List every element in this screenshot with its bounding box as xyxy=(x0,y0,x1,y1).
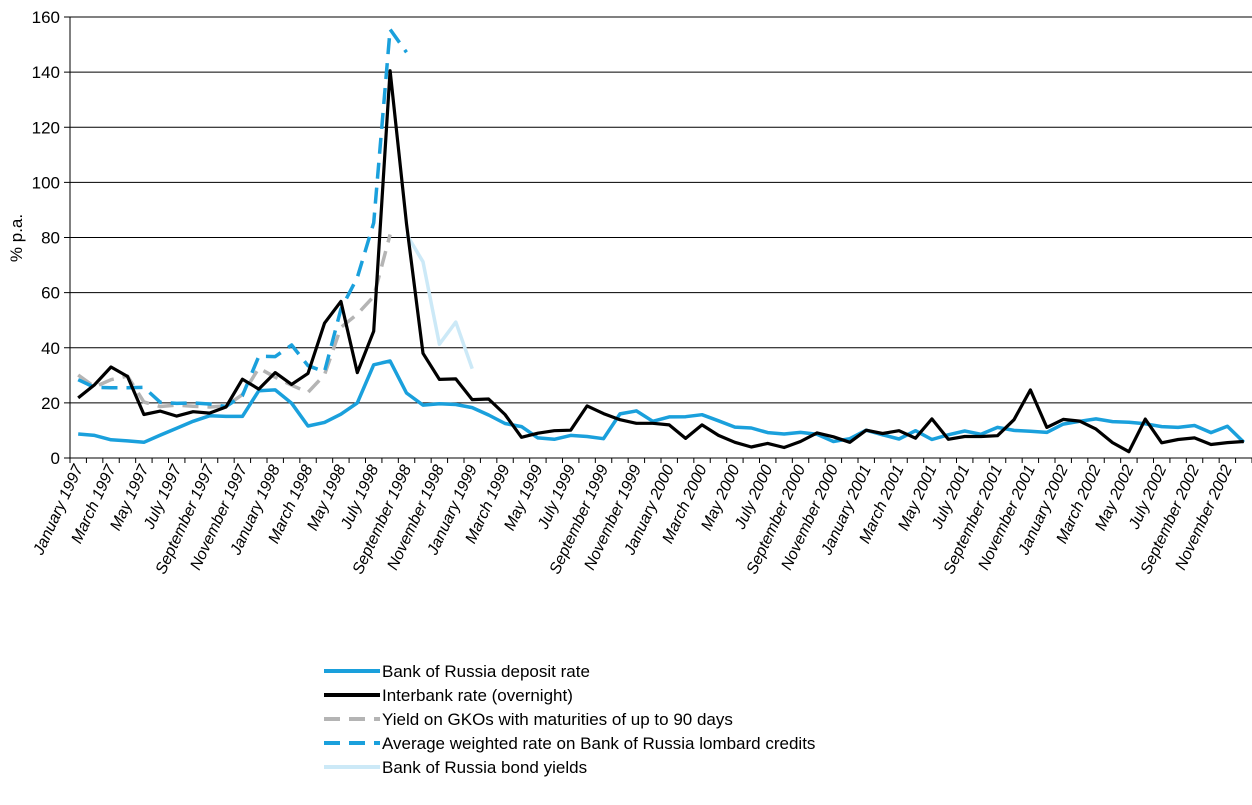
y-tick-label: 80 xyxy=(41,229,60,248)
y-tick-label: 20 xyxy=(41,394,60,413)
series-line-1 xyxy=(77,69,1244,454)
series-line-0 xyxy=(78,359,1246,445)
legend-label-2: Yield on GKOs with maturities of up to 9… xyxy=(382,710,733,729)
legend: Bank of Russia deposit rate Interbank rat… xyxy=(324,662,815,777)
series-lines xyxy=(77,27,1246,454)
gridlines xyxy=(70,16,1252,404)
y-axis-ticks: 0 20 40 60 80 100 120 140 160 xyxy=(32,8,70,468)
legend-label-1: Interbank rate (overnight) xyxy=(382,686,573,705)
y-tick-label: 100 xyxy=(32,173,60,192)
y-tick-label: 0 xyxy=(51,449,60,468)
y-tick-label: 140 xyxy=(32,63,60,82)
series-line-4 xyxy=(404,233,474,370)
series-line-2 xyxy=(77,234,392,409)
legend-label-3: Average weighted rate on Bank of Russia … xyxy=(382,734,815,753)
series-line-3 xyxy=(77,27,408,409)
y-tick-label: 120 xyxy=(32,118,60,137)
legend-label-4: Bank of Russia bond yields xyxy=(382,758,587,777)
y-tick-label: 60 xyxy=(41,284,60,303)
y-axis-label: % p.a. xyxy=(7,214,26,262)
legend-label-0: Bank of Russia deposit rate xyxy=(382,662,590,681)
y-tick-label: 160 xyxy=(32,8,60,27)
y-tick-label: 40 xyxy=(41,339,60,358)
